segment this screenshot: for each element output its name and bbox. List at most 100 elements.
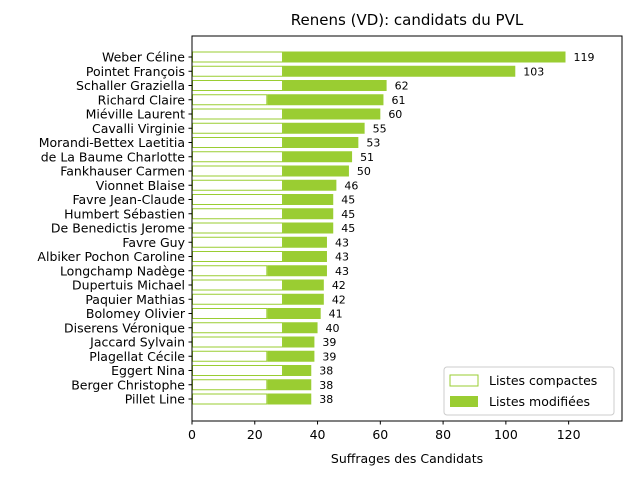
bar-listes-modifiees xyxy=(283,80,387,91)
category-label: Morandi-Bettex Laetitia xyxy=(39,135,185,150)
value-label: 62 xyxy=(395,80,409,93)
bar-listes-modifiees xyxy=(283,108,381,120)
category-label: Diserens Véronique xyxy=(64,320,185,335)
category-label: Weber Céline xyxy=(102,50,185,65)
bar-listes-modifiees xyxy=(283,165,349,177)
legend-box xyxy=(443,366,615,416)
category-label: Pointet François xyxy=(86,64,185,79)
bar-listes-modifiees xyxy=(267,350,315,362)
bar-listes-modifiees xyxy=(283,365,312,376)
value-label: 103 xyxy=(523,65,544,78)
value-label: 38 xyxy=(319,379,333,392)
bar-listes-modifiees xyxy=(283,65,516,77)
chart-title: Renens (VD): candidats du PVL xyxy=(291,11,524,29)
value-label: 43 xyxy=(335,236,349,249)
value-label: 38 xyxy=(319,365,333,378)
bar-listes-modifiees xyxy=(267,393,312,405)
bar-listes-modifiees xyxy=(283,137,359,148)
legend-label-compactes: Listes compactes xyxy=(489,373,597,388)
value-label: 119 xyxy=(574,51,595,64)
x-tick-label: 20 xyxy=(247,427,263,442)
value-label: 60 xyxy=(388,108,402,121)
bar-listes-compactes xyxy=(192,108,284,120)
bar-listes-modifiees xyxy=(283,293,324,305)
category-label: de La Baume Charlotte xyxy=(41,149,186,164)
bar-listes-compactes xyxy=(192,336,284,348)
category-label: Schaller Graziella xyxy=(76,78,185,93)
category-label: Favre Jean-Claude xyxy=(72,192,185,207)
category-label: Pillet Line xyxy=(125,392,186,407)
value-label: 41 xyxy=(329,308,343,321)
category-label: Berger Christophe xyxy=(71,377,185,392)
bar-listes-compactes xyxy=(192,293,284,305)
bar-listes-modifiees xyxy=(283,251,327,262)
bar-listes-compactes xyxy=(192,179,284,191)
x-tick-label: 80 xyxy=(435,427,451,442)
bar-listes-compactes xyxy=(192,194,284,205)
bar-listes-compactes xyxy=(192,80,284,91)
category-label: Albiker Pochon Caroline xyxy=(37,249,185,264)
x-tick-label: 60 xyxy=(372,427,388,442)
value-label: 39 xyxy=(322,350,336,363)
x-axis: 0 20 40 60 80 100 120 xyxy=(188,421,581,442)
bar-listes-modifiees xyxy=(283,194,334,205)
category-label: Favre Guy xyxy=(122,235,185,250)
category-label: Dupertuis Michael xyxy=(72,278,185,293)
bar-listes-modifiees xyxy=(283,122,365,134)
plot-frame xyxy=(191,35,623,422)
bar-listes-compactes xyxy=(192,322,284,334)
value-label: 42 xyxy=(332,279,346,292)
bar-listes-compactes xyxy=(192,122,284,134)
category-label: Paquier Mathias xyxy=(85,292,185,307)
bar-listes-compactes xyxy=(192,65,284,77)
bar-listes-compactes xyxy=(192,251,284,262)
x-axis-title: Suffrages des Candidats xyxy=(331,451,483,466)
value-label: 38 xyxy=(319,393,333,406)
category-label: Cavalli Virginie xyxy=(92,121,185,136)
value-label: 40 xyxy=(326,322,340,335)
value-label: 42 xyxy=(332,293,346,306)
category-label: Bolomey Olivier xyxy=(86,306,186,321)
bar-listes-compactes xyxy=(192,379,268,391)
value-label: 45 xyxy=(341,222,355,235)
value-label: 46 xyxy=(344,179,358,192)
bar-listes-compactes xyxy=(192,236,284,248)
value-label: 50 xyxy=(357,165,371,178)
bars-group xyxy=(192,51,566,405)
bar-listes-modifiees xyxy=(283,279,324,291)
bar-listes-modifiees xyxy=(267,265,327,277)
value-labels: 1191036261605553515046454545434343424241… xyxy=(319,51,594,406)
bar-listes-modifiees xyxy=(283,336,315,348)
x-tick-label: 40 xyxy=(310,427,326,442)
category-label: Eggert Nina xyxy=(111,363,185,378)
bar-listes-compactes xyxy=(192,208,284,220)
bar-listes-modifiees xyxy=(283,179,337,191)
category-label: Plagellat Cécile xyxy=(89,349,185,364)
bar-listes-modifiees xyxy=(283,222,334,234)
value-label: 45 xyxy=(341,208,355,221)
bar-listes-modifiees xyxy=(283,51,566,63)
bar-listes-compactes xyxy=(192,94,268,106)
value-label: 55 xyxy=(373,122,387,135)
bar-listes-compactes xyxy=(192,265,268,277)
value-label: 45 xyxy=(341,194,355,207)
x-tick-label: 120 xyxy=(557,427,581,442)
category-label: Longchamp Nadège xyxy=(60,263,185,278)
bar-listes-compactes xyxy=(192,165,284,177)
bar-listes-compactes xyxy=(192,350,268,362)
x-tick-label: 0 xyxy=(188,427,196,442)
category-label: De Benedictis Jerome xyxy=(51,221,185,236)
legend-swatch-modifiees xyxy=(450,396,478,407)
bar-listes-modifiees xyxy=(267,94,384,106)
bar-listes-modifiees xyxy=(283,151,353,163)
legend-swatch-compactes xyxy=(449,374,479,387)
bar-listes-modifiees xyxy=(267,308,321,319)
bar-listes-compactes xyxy=(192,222,284,234)
bar-listes-compactes xyxy=(192,137,284,148)
value-label: 43 xyxy=(335,265,349,278)
legend-label-modifiees: Listes modifiées xyxy=(489,394,590,409)
value-label: 43 xyxy=(335,251,349,264)
bar-listes-modifiees xyxy=(267,379,312,391)
